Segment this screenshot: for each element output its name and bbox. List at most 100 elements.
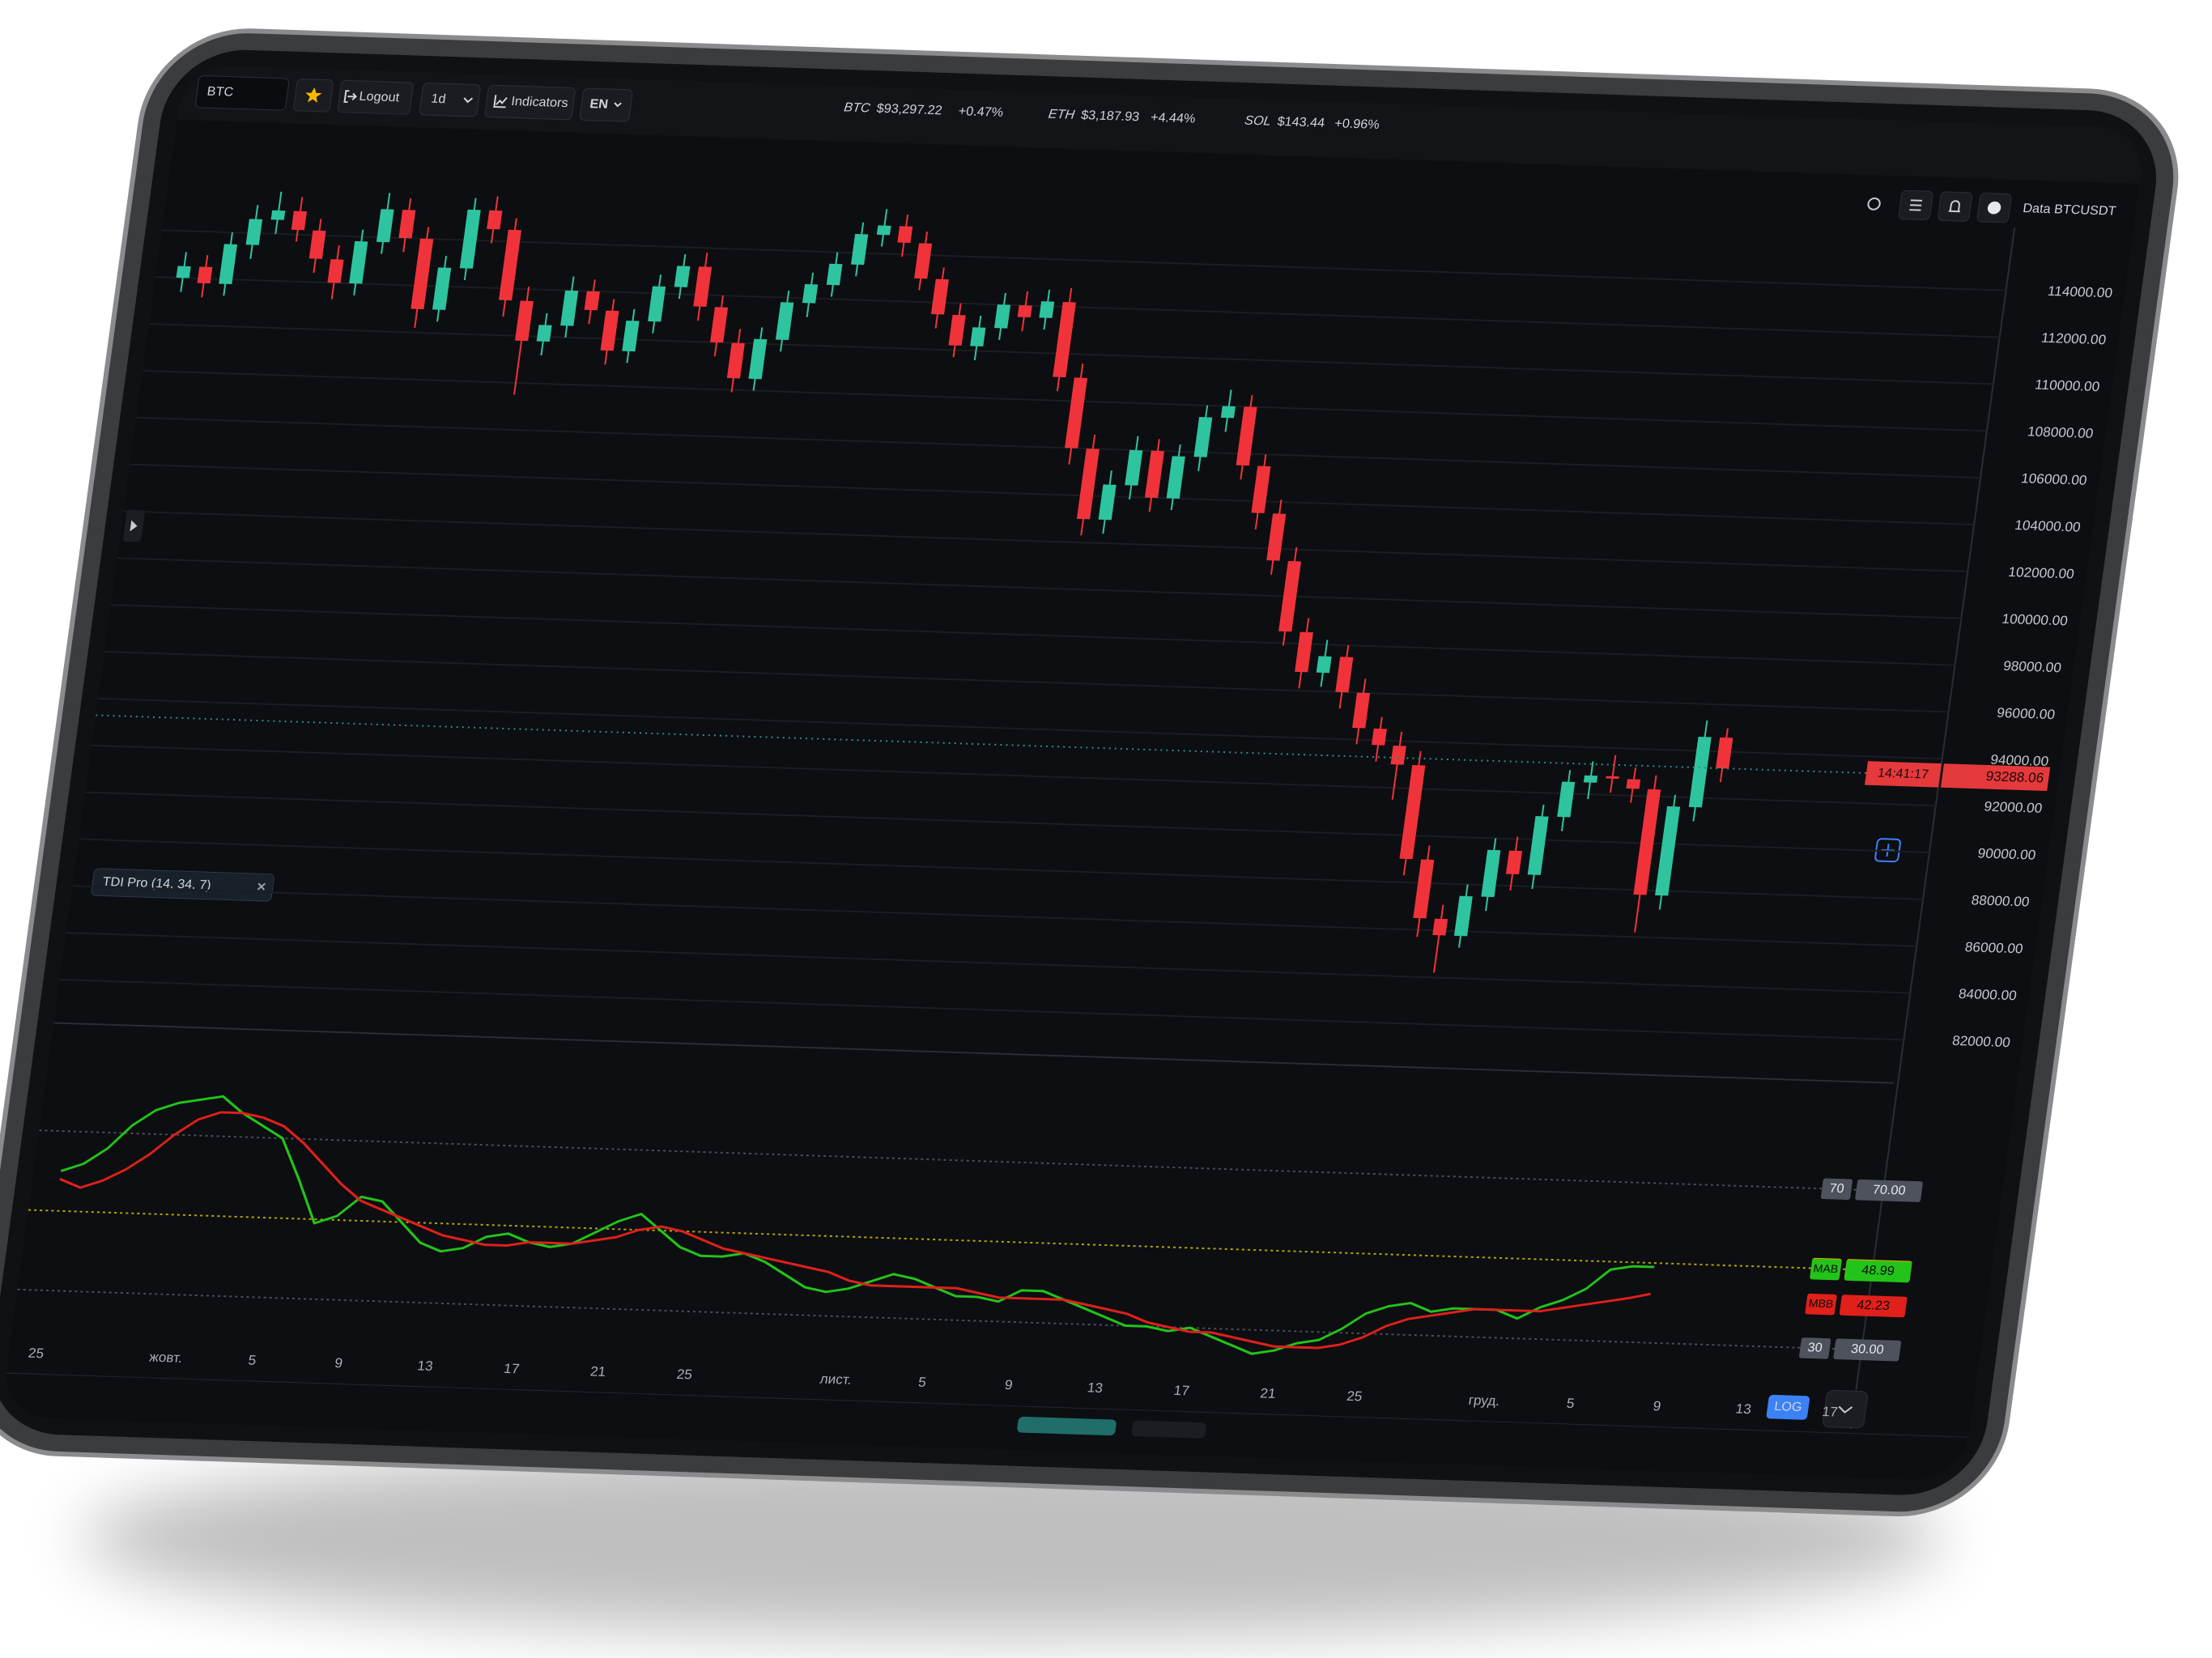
- candle-body: [876, 225, 891, 236]
- indicators-button[interactable]: [484, 84, 576, 121]
- ticker-symbol: BTC: [843, 100, 871, 116]
- y-tick-label: 104000.00: [2014, 517, 2082, 534]
- indicator-badge[interactable]: [91, 868, 274, 902]
- candle-body: [1076, 449, 1100, 520]
- x-tick-label: 21: [1259, 1386, 1277, 1401]
- candle-wick: [1391, 731, 1403, 800]
- symbol-input[interactable]: [195, 75, 290, 111]
- ticker-change: +4.44%: [1150, 110, 1197, 125]
- candle-body: [1251, 466, 1271, 513]
- candle-body: [600, 310, 619, 351]
- level-name: 70: [1828, 1181, 1844, 1196]
- alert-button[interactable]: [1938, 191, 1972, 222]
- indicators-icon: [493, 95, 508, 108]
- candle-body: [176, 266, 191, 278]
- grid-line: [72, 885, 1917, 947]
- level-name-box: [1799, 1337, 1831, 1359]
- candle-body: [487, 210, 503, 230]
- candle-body: [1098, 484, 1117, 521]
- candle-body: [1453, 895, 1473, 937]
- level-line: [28, 1209, 1873, 1271]
- candle-body: [1352, 692, 1371, 729]
- y-tick-label: 88000.00: [1971, 893, 2031, 910]
- x-tick-label: 17: [1821, 1404, 1839, 1419]
- x-tick-label: 17: [503, 1361, 521, 1376]
- candle-body: [1583, 775, 1598, 783]
- grid-line: [66, 932, 1911, 994]
- candle-body: [1655, 806, 1681, 896]
- candle-body: [710, 307, 729, 343]
- candle-body: [1626, 779, 1641, 789]
- candle-body: [1053, 301, 1076, 378]
- grid-line: [85, 791, 1930, 853]
- bell-icon: [1948, 200, 1960, 213]
- x-tick-label: 9: [1653, 1399, 1662, 1414]
- screen: BTC Logout 1d Indicators EN BTC $93,297.: [0, 64, 2147, 1482]
- candle-body: [914, 243, 933, 279]
- candle-body: [515, 300, 534, 342]
- add-button[interactable]: [1874, 838, 1901, 863]
- pane-separator: [53, 1022, 1895, 1084]
- y-tick-label: 70.00: [1872, 1183, 1907, 1198]
- plus-icon: [1881, 844, 1895, 857]
- candle-body: [1606, 776, 1619, 780]
- candle-body: [622, 321, 640, 352]
- candle-body: [1633, 789, 1661, 895]
- candle-body: [1278, 560, 1302, 632]
- last-price-label: 93288.06: [1984, 768, 2044, 785]
- candle-body: [1039, 301, 1055, 318]
- candle-body: [1144, 450, 1164, 499]
- ticker-change: +0.96%: [1334, 116, 1380, 131]
- candle-body: [674, 266, 691, 287]
- grid-line: [130, 463, 1975, 525]
- candle-body: [1372, 728, 1387, 746]
- grid-line: [143, 369, 1988, 432]
- y-tick-label: 112000.00: [2040, 330, 2107, 347]
- level-name-box: [1820, 1178, 1853, 1201]
- y-tick-label: 92000.00: [1983, 799, 2043, 816]
- grid-line: [91, 744, 1936, 807]
- x-tick-label: 13: [1735, 1401, 1753, 1417]
- collapse-button[interactable]: [1823, 1389, 1869, 1429]
- level-value-box: [1833, 1338, 1902, 1362]
- grid-line: [104, 651, 1949, 713]
- grid-line: [59, 979, 1904, 1041]
- interval-text: 1d: [430, 91, 446, 106]
- x-tick-label: груд.: [1468, 1392, 1501, 1409]
- candle-body: [560, 290, 579, 326]
- x-tick-label: 25: [28, 1346, 45, 1361]
- candle-body: [584, 291, 600, 311]
- x-tick-label: 17: [1172, 1383, 1190, 1398]
- interval-select[interactable]: [419, 83, 481, 117]
- y-tick-label: 108000.00: [2027, 424, 2095, 441]
- x-tick-label: 9: [1004, 1377, 1014, 1392]
- grid-line: [123, 510, 1968, 572]
- candle-body: [1716, 737, 1733, 769]
- close-icon[interactable]: [257, 882, 266, 891]
- x-tick-label: 21: [589, 1364, 607, 1380]
- x-tick-label: 5: [247, 1353, 257, 1368]
- data-source: Data BTCUSDT: [2022, 201, 2117, 218]
- candle-body: [826, 263, 843, 286]
- candle-body: [948, 314, 966, 346]
- candle-body: [1266, 513, 1287, 561]
- grid-line: [117, 557, 1962, 619]
- candle-body: [376, 209, 394, 243]
- candle-body: [270, 210, 286, 220]
- candle-body: [1017, 305, 1032, 318]
- theme-icon[interactable]: [1867, 197, 1881, 210]
- tab-button[interactable]: [1131, 1420, 1207, 1439]
- x-tick-label: 25: [1346, 1388, 1363, 1404]
- log-button[interactable]: [1766, 1394, 1810, 1420]
- candle-body: [802, 283, 819, 304]
- candle-body: [219, 244, 238, 285]
- tab-button[interactable]: [1017, 1416, 1117, 1436]
- x-tick-label: 13: [416, 1358, 434, 1374]
- language-select[interactable]: [579, 87, 633, 122]
- candle-body: [748, 338, 768, 380]
- chevron-icon: [1838, 1405, 1853, 1414]
- y-tick-label: 96000.00: [1996, 705, 2056, 722]
- logout-button[interactable]: [337, 79, 414, 115]
- candle-body: [1557, 781, 1576, 818]
